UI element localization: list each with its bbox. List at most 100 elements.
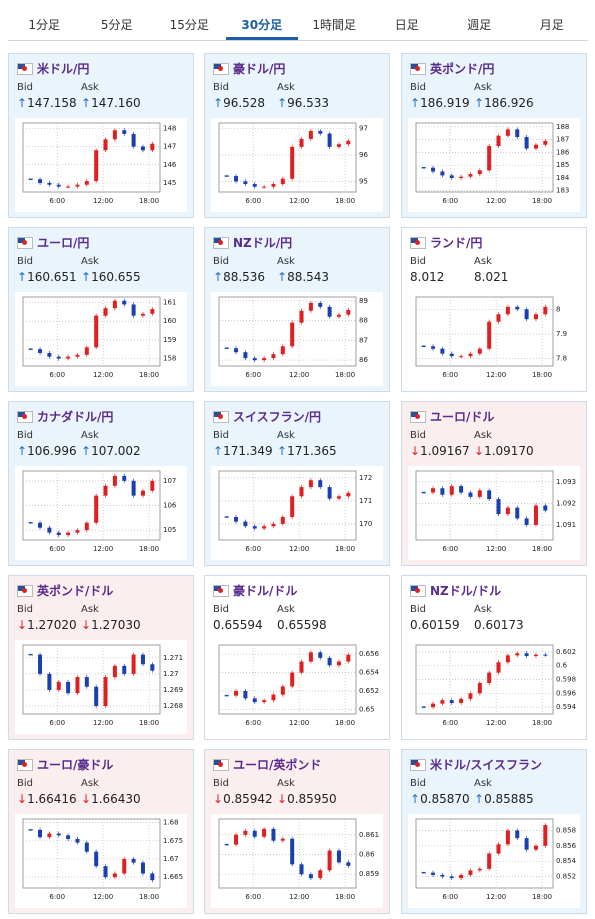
bid-value: ↑147.158 bbox=[17, 96, 77, 110]
rate-tile[interactable]: ユーロ/豪ドル Bid Ask ↓1.66416 ↓1.66430 1.665 1.67 1.… bbox=[8, 749, 194, 914]
tab[interactable]: 15分足 bbox=[169, 18, 209, 32]
tab[interactable]: 1分足 bbox=[28, 18, 61, 32]
candle bbox=[431, 872, 436, 875]
y-tick-label: 1.68 bbox=[163, 819, 179, 827]
ask-value: ↓0.85950 bbox=[277, 792, 337, 806]
ask-label: Ask bbox=[277, 778, 295, 789]
x-tick-label: 12:00 bbox=[289, 197, 309, 205]
candle bbox=[140, 313, 145, 316]
y-tick-label: 89 bbox=[359, 297, 368, 305]
rate-tile[interactable]: 米ドル/円 Bid Ask ↑147.158 ↑147.160 145 146 147 148 6… bbox=[8, 53, 194, 218]
ask-value: ↓1.09170 bbox=[474, 444, 534, 458]
candle bbox=[122, 300, 127, 305]
candle bbox=[75, 354, 80, 357]
candle bbox=[150, 873, 155, 881]
flag-part bbox=[218, 414, 223, 419]
mini-chart: 1.268 1.269 1.27 1.271 6:00 12:00 18:00 bbox=[15, 640, 187, 734]
candle bbox=[234, 517, 239, 522]
x-tick-label: 18:00 bbox=[139, 893, 159, 901]
flag-part bbox=[18, 238, 25, 243]
rate-tile[interactable]: 米ドル/スイスフラン Bid Ask ↑0.85870 ↑0.85885 0.852 0.8… bbox=[401, 749, 587, 914]
bid-value: ↓1.09167 bbox=[410, 444, 470, 458]
y-tick-label: 1.093 bbox=[556, 478, 576, 486]
x-tick-label: 6:00 bbox=[442, 893, 458, 901]
tab[interactable]: 日足 bbox=[394, 18, 419, 32]
candle bbox=[150, 143, 155, 151]
y-tick-label: 1.665 bbox=[163, 873, 183, 881]
candle bbox=[346, 140, 351, 145]
x-tick-label: 18:00 bbox=[335, 719, 355, 727]
flag-icon bbox=[17, 759, 33, 771]
mini-chart: 145 146 147 148 6:00 12:00 18:00 bbox=[15, 118, 187, 212]
candle bbox=[459, 486, 464, 493]
ask-label: Ask bbox=[277, 430, 295, 441]
bid-value: 8.012 bbox=[410, 270, 445, 284]
pair-name: ユーロ/豪ドル bbox=[37, 758, 114, 772]
flag-part bbox=[411, 586, 418, 591]
bid-value: 0.60159 bbox=[410, 618, 460, 632]
rate-tile[interactable]: カナダドル/円 Bid Ask ↑106.996 ↑107.002 105 106 107 6:… bbox=[8, 401, 194, 566]
bid-label: Bid bbox=[410, 256, 426, 267]
bid-label: Bid bbox=[213, 82, 229, 93]
x-tick-label: 12:00 bbox=[93, 719, 113, 727]
rate-tile[interactable]: 英ポンド/ドル Bid Ask ↓1.27020 ↓1.27030 1.268 1.269 1… bbox=[8, 575, 194, 740]
x-tick-label: 12:00 bbox=[486, 197, 506, 205]
candle bbox=[431, 346, 436, 349]
bid-label: Bid bbox=[17, 256, 33, 267]
tab[interactable]: 1時間足 bbox=[312, 18, 357, 32]
candle bbox=[449, 876, 454, 879]
tab[interactable]: 月足 bbox=[539, 18, 564, 32]
plot-frame bbox=[218, 122, 357, 193]
y-tick-label: 0.596 bbox=[556, 689, 577, 697]
mini-chart: 0.852 0.854 0.856 0.858 6:00 12:00 18:00 bbox=[408, 814, 580, 908]
rate-tile[interactable]: 豪ドル/円 Bid Ask ↑96.528 ↑96.533 95 96 97 6:00 12:00… bbox=[204, 53, 390, 218]
pair-name: ランド/円 bbox=[430, 236, 483, 250]
candle bbox=[271, 694, 276, 701]
x-tick-label: 18:00 bbox=[532, 197, 552, 205]
y-tick-label: 147 bbox=[163, 143, 176, 151]
candle bbox=[66, 186, 71, 188]
candle bbox=[440, 171, 445, 176]
flag-icon bbox=[17, 585, 33, 597]
candle bbox=[94, 315, 99, 348]
rate-tile[interactable]: NZドル/円 Bid Ask ↑88.536 ↑88.543 86 87 88 89 6:00 12… bbox=[204, 227, 390, 392]
tab[interactable]: 30分足 bbox=[225, 0, 298, 40]
rate-tile[interactable]: 英ポンド/円 Bid Ask ↑186.919 ↑186.926 183 184 185 186… bbox=[401, 53, 587, 218]
rate-tile[interactable]: スイスフラン/円 Bid Ask ↑171.349 ↑171.365 170 171 172 6… bbox=[204, 401, 390, 566]
candle bbox=[103, 866, 108, 878]
ask-value: ↑88.543 bbox=[277, 270, 330, 284]
y-tick-label: 87 bbox=[359, 336, 368, 344]
rate-tile[interactable]: ユーロ/ドル Bid Ask ↓1.09167 ↓1.09170 1.091 1.092 1.… bbox=[401, 401, 587, 566]
x-tick-label: 18:00 bbox=[532, 719, 552, 727]
candle bbox=[47, 527, 52, 533]
x-tick-label: 18:00 bbox=[139, 545, 159, 553]
rate-tile[interactable]: 豪ドル/ドル Bid Ask 0.65594 0.65598 0.65 0.652 0.654… bbox=[204, 575, 390, 740]
candle bbox=[299, 138, 304, 147]
candle bbox=[252, 358, 257, 361]
tab[interactable]: 週足 bbox=[467, 18, 492, 32]
pair-name: カナダドル/円 bbox=[37, 410, 114, 424]
x-tick-label: 12:00 bbox=[93, 371, 113, 379]
y-tick-label: 146 bbox=[163, 161, 177, 169]
candle bbox=[280, 178, 285, 185]
candle bbox=[496, 844, 501, 854]
chart-bg bbox=[408, 292, 580, 386]
rate-tile[interactable]: NZドル/ドル Bid Ask 0.60159 0.60173 0.594 0.596 0.5… bbox=[401, 575, 587, 740]
candle bbox=[318, 870, 323, 879]
x-tick-label: 6:00 bbox=[442, 197, 458, 205]
candle bbox=[431, 488, 436, 493]
rate-tile[interactable]: ユーロ/英ポンド Bid Ask ↓0.85942 ↓0.85950 0.859 0.86 0… bbox=[204, 749, 390, 914]
candle bbox=[75, 677, 80, 694]
rate-tile[interactable]: ランド/円 Bid Ask 8.012 8.021 7.8 7.9 8 6:00 12:00 18:… bbox=[401, 227, 587, 392]
candle bbox=[150, 664, 155, 671]
candle bbox=[459, 356, 464, 358]
candle bbox=[84, 522, 89, 531]
y-tick-label: 0.859 bbox=[359, 870, 379, 878]
tab[interactable]: 5分足 bbox=[100, 18, 133, 32]
bid-value: ↑171.349 bbox=[213, 444, 273, 458]
candle bbox=[290, 672, 295, 687]
flag-part bbox=[218, 762, 223, 767]
x-tick-label: 6:00 bbox=[49, 197, 65, 205]
candle bbox=[112, 475, 117, 486]
rate-tile[interactable]: ユーロ/円 Bid Ask ↑160.651 ↑160.655 158 159 160 161 6… bbox=[8, 227, 194, 392]
